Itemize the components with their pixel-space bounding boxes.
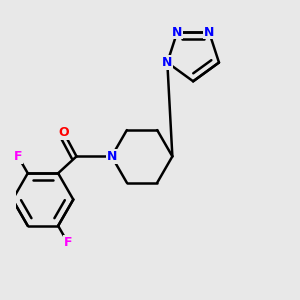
- Text: N: N: [172, 26, 182, 39]
- Text: N: N: [106, 150, 117, 163]
- Text: N: N: [162, 56, 172, 69]
- Text: F: F: [64, 236, 72, 249]
- Text: F: F: [14, 150, 22, 163]
- Text: O: O: [58, 126, 69, 139]
- Text: N: N: [204, 26, 214, 39]
